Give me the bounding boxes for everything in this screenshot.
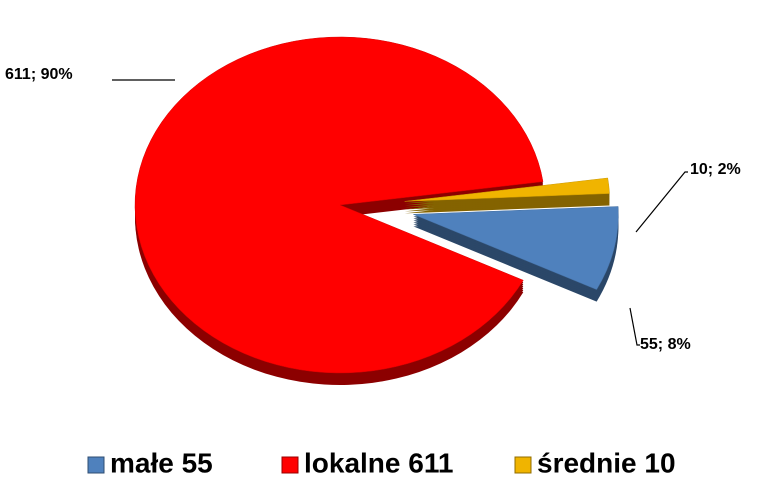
legend-label: lokalne 611 (304, 447, 453, 478)
slice (404, 177, 610, 214)
legend-label: małe 55 (110, 447, 213, 478)
legend-swatch (87, 456, 105, 474)
slice (413, 206, 619, 302)
leader-line (635, 171, 688, 233)
slice-top (404, 177, 610, 202)
data-label: 55; 8% (640, 336, 691, 353)
data-label: 611; 90% (5, 66, 73, 83)
data-label: 10; 2% (690, 161, 741, 178)
slice (134, 36, 544, 386)
leader-line (629, 307, 640, 346)
slice-top (413, 206, 619, 290)
slice-top (134, 36, 544, 374)
legend-swatch (281, 456, 299, 474)
legend-swatch (514, 456, 532, 474)
legend-label: średnie 10 (537, 447, 676, 478)
